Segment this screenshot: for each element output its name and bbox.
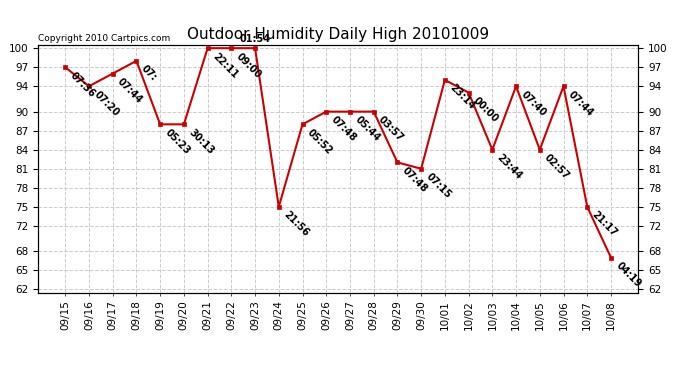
Text: 05:23: 05:23 xyxy=(163,127,192,156)
Text: 07:15: 07:15 xyxy=(424,171,453,201)
Text: 03:57: 03:57 xyxy=(377,114,406,143)
Text: 07:44: 07:44 xyxy=(566,89,595,118)
Text: 00:00: 00:00 xyxy=(471,95,500,124)
Text: 07:44: 07:44 xyxy=(115,76,144,105)
Text: 09:00: 09:00 xyxy=(234,51,263,80)
Text: 05:52: 05:52 xyxy=(305,127,334,156)
Text: 22:11: 22:11 xyxy=(210,51,239,80)
Text: 07:: 07: xyxy=(139,64,159,83)
Text: 04:19: 04:19 xyxy=(613,260,642,290)
Text: 07:48: 07:48 xyxy=(329,114,358,144)
Text: 30:13: 30:13 xyxy=(187,127,216,156)
Text: 05:44: 05:44 xyxy=(353,114,382,143)
Text: 07:36: 07:36 xyxy=(68,70,97,99)
Text: 21:56: 21:56 xyxy=(282,210,310,238)
Title: Outdoor Humidity Daily High 20101009: Outdoor Humidity Daily High 20101009 xyxy=(187,27,489,42)
Text: 23:44: 23:44 xyxy=(495,153,524,182)
Text: 23:14: 23:14 xyxy=(448,82,477,112)
Text: 07:40: 07:40 xyxy=(519,89,548,118)
Text: 07:20: 07:20 xyxy=(92,89,121,118)
Text: 07:48: 07:48 xyxy=(400,165,429,194)
Text: 01:54: 01:54 xyxy=(239,34,270,44)
Text: 02:57: 02:57 xyxy=(542,153,571,182)
Text: 21:17: 21:17 xyxy=(590,210,619,238)
Text: Copyright 2010 Cartpics.com: Copyright 2010 Cartpics.com xyxy=(38,33,170,42)
